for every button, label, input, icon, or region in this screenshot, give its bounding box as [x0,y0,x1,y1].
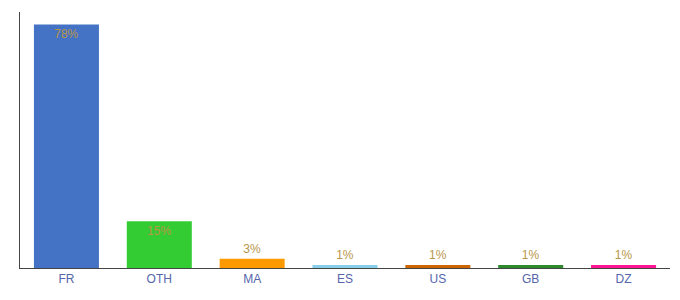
svg-text:DZ: DZ [616,272,632,286]
svg-text:1%: 1% [336,248,354,262]
svg-text:GB: GB [522,272,539,286]
svg-text:1%: 1% [522,248,540,262]
svg-text:1%: 1% [429,248,447,262]
svg-text:1%: 1% [615,248,633,262]
svg-text:FR: FR [58,272,74,286]
svg-text:MA: MA [243,272,261,286]
svg-text:ES: ES [337,272,353,286]
svg-text:78%: 78% [54,27,78,41]
svg-text:US: US [430,272,447,286]
svg-text:3%: 3% [243,242,261,256]
svg-text:15%: 15% [147,224,171,238]
svg-text:OTH: OTH [147,272,172,286]
